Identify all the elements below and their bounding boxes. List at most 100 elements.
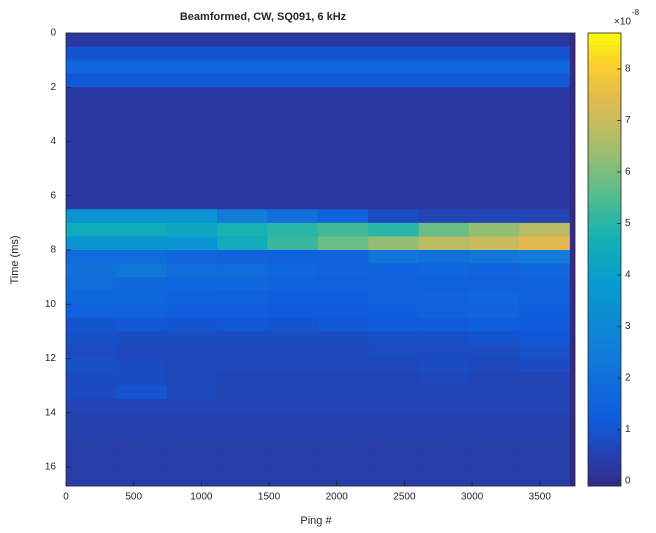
colorbar-swatch — [588, 135, 621, 139]
heatmap-cell — [368, 359, 419, 373]
heatmap-cell — [469, 236, 520, 250]
heatmap-cell — [419, 277, 470, 291]
heatmap-cell — [419, 250, 470, 264]
heatmap-cell — [318, 169, 369, 183]
heatmap-cell — [318, 372, 369, 386]
colorbar-swatch — [588, 392, 621, 396]
colorbar-swatch — [588, 161, 621, 165]
heatmap-cell — [66, 60, 117, 74]
heatmap-cell — [267, 128, 318, 142]
heatmap-cell — [318, 399, 369, 413]
heatmap-cell — [267, 264, 318, 278]
colorbar-swatch — [588, 33, 621, 37]
heatmap-cell — [267, 155, 318, 169]
heatmap-cell — [318, 209, 369, 223]
heatmap-cell — [469, 264, 520, 278]
heatmap-cell — [167, 74, 218, 88]
heatmap-cell — [318, 182, 369, 196]
heatmap-cell — [66, 331, 117, 345]
colorbar-swatch — [588, 56, 621, 60]
heatmap-cell — [267, 196, 318, 210]
colorbar-swatch — [588, 339, 621, 343]
colorbar-swatch — [588, 312, 621, 316]
colorbar-swatch — [588, 441, 621, 445]
heatmap-cell — [368, 372, 419, 386]
heatmap-cell — [66, 169, 117, 183]
heatmap-cell — [116, 101, 167, 115]
colorbar-swatch — [588, 59, 621, 63]
colorbar-swatch — [588, 112, 621, 116]
heatmap-cell — [217, 467, 268, 481]
heatmap-cell — [167, 209, 218, 223]
heatmap-cell — [66, 426, 117, 440]
colorbar-swatch — [588, 67, 621, 71]
heatmap-cell — [519, 426, 570, 440]
heatmap-cell — [66, 209, 117, 223]
heatmap-cell — [116, 74, 167, 88]
heatmap-cell — [116, 169, 167, 183]
heatmap-cell — [419, 399, 470, 413]
heatmap-cell — [469, 223, 520, 237]
heatmap-cell — [217, 264, 268, 278]
x-tick-label: 0 — [63, 492, 69, 503]
colorbar-swatch — [588, 93, 621, 97]
heatmap-cell — [267, 209, 318, 223]
heatmap-cell — [217, 128, 268, 142]
heatmap-cell — [66, 359, 117, 373]
colorbar-swatch — [588, 448, 621, 452]
heatmap-cell — [469, 196, 520, 210]
heatmap-cell — [167, 264, 218, 278]
colorbar-swatch — [588, 127, 621, 131]
heatmap-cell — [318, 331, 369, 345]
heatmap-cell — [116, 250, 167, 264]
colorbar-swatch — [588, 411, 621, 415]
heatmap-cell — [116, 264, 167, 278]
heatmap-cell — [368, 413, 419, 427]
heatmap-cell — [419, 128, 470, 142]
heatmap-cell — [368, 182, 419, 196]
heatmap-cell — [368, 33, 419, 47]
y-tick-label: 6 — [50, 190, 56, 201]
colorbar-swatch — [588, 256, 621, 260]
heatmap-cell — [519, 291, 570, 305]
x-tick-label: 3500 — [529, 492, 552, 503]
heatmap-cell — [519, 128, 570, 142]
heatmap-cell — [519, 33, 570, 47]
heatmap-cell — [419, 331, 470, 345]
heatmap-cell — [167, 128, 218, 142]
heatmap-cell — [368, 223, 419, 237]
heatmap-cell — [167, 331, 218, 345]
heatmap-cell — [217, 440, 268, 454]
heatmap-cell — [469, 453, 520, 467]
colorbar-swatch — [588, 478, 621, 482]
colorbar-swatch — [588, 78, 621, 82]
heatmap-cell — [217, 169, 268, 183]
heatmap-cell — [217, 372, 268, 386]
heatmap-cell — [368, 264, 419, 278]
colorbar-swatch — [588, 369, 621, 373]
heatmap-cell — [519, 209, 570, 223]
heatmap-cell — [66, 142, 117, 156]
colorbar-tick-label: 5 — [625, 218, 631, 229]
colorbar-swatch — [588, 422, 621, 426]
heatmap-cell — [519, 47, 570, 61]
colorbar-swatch — [588, 429, 621, 433]
heatmap-cell — [469, 467, 520, 481]
heatmap-cell — [469, 426, 520, 440]
colorbar-swatch — [588, 158, 621, 162]
heatmap-cell — [267, 169, 318, 183]
heatmap-cell — [217, 481, 268, 487]
colorbar-tick-label: 4 — [625, 270, 631, 281]
heatmap-cell — [469, 440, 520, 454]
heatmap-cell — [217, 101, 268, 115]
heatmap-cell — [116, 114, 167, 128]
colorbar-swatch — [588, 165, 621, 169]
heatmap-cell — [469, 304, 520, 318]
heatmap-cell — [66, 236, 117, 250]
colorbar-swatch — [588, 233, 621, 237]
colorbar-swatch — [588, 278, 621, 282]
colorbar-swatch — [588, 377, 621, 381]
heatmap-cell — [419, 209, 470, 223]
heatmap-cell — [368, 440, 419, 454]
colorbar-swatch — [588, 44, 621, 48]
